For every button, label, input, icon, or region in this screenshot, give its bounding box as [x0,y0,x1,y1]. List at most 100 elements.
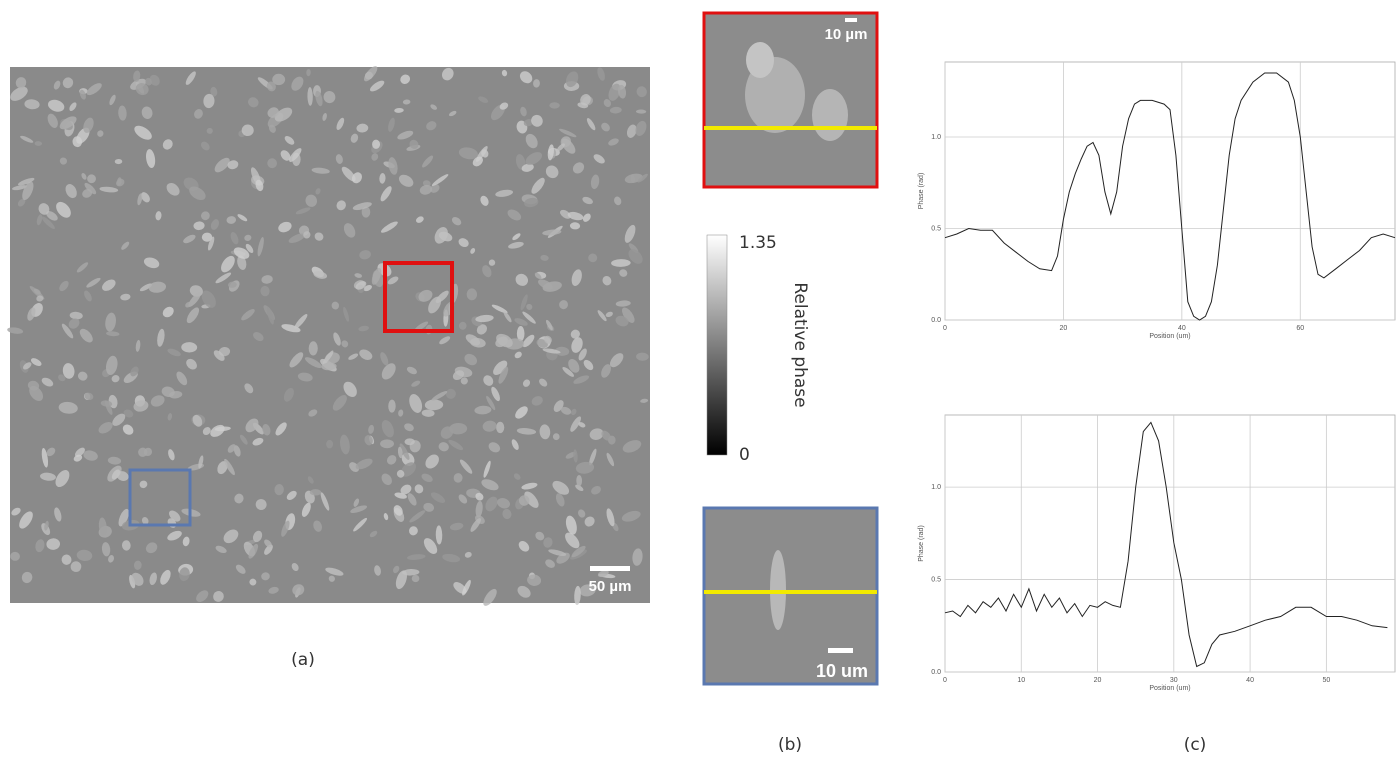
cell [162,139,173,150]
cell [46,447,56,457]
cell [503,311,512,323]
cell [524,491,539,508]
cell [139,283,153,292]
cell [517,585,531,598]
cell [520,294,528,311]
cell [523,118,534,127]
cell [478,96,489,103]
cell [597,570,609,578]
cell [628,249,643,264]
cell [601,364,611,378]
cell [544,335,552,344]
cell [292,584,305,596]
cell [524,197,539,208]
panel-label: (a) [291,650,315,670]
cell [266,306,274,325]
cell [130,366,139,377]
cell [339,434,350,455]
cell [554,346,570,356]
cell [424,399,444,411]
cell [217,461,228,475]
cell [571,337,583,353]
y-axis-label: Phase (rad) [918,525,925,562]
cell [46,211,58,221]
cell [431,391,448,401]
cell [356,123,369,133]
cell [245,243,254,253]
cell [303,231,311,239]
cell [481,479,499,491]
cell [449,422,468,435]
cell [458,147,478,160]
cell [255,179,264,192]
cell [192,414,203,427]
cell [40,472,56,481]
cell [41,377,54,387]
cell [531,177,545,194]
cell [214,157,230,173]
cell [590,174,600,190]
cell [499,102,509,110]
cell [577,102,589,109]
cell [561,138,576,154]
x-axis-label: Position (um) [1149,333,1190,340]
cell [543,537,553,548]
cell [578,422,586,428]
cell [533,79,540,88]
cell [139,480,148,489]
cell [423,538,438,554]
cell [336,200,346,211]
cell [381,221,398,233]
cell [415,216,424,223]
cell [464,353,478,366]
cell [227,281,237,288]
cell [431,174,449,187]
cell [552,433,560,441]
cell [606,508,615,527]
cell [575,461,595,474]
cell [570,416,581,432]
cell [10,551,20,561]
cell [602,275,612,286]
cell [575,484,584,492]
cell [460,377,468,385]
cell [201,232,213,242]
x-tick-label: 40 [1246,677,1254,684]
cell [99,186,119,193]
cell [81,173,87,180]
cell [268,124,276,133]
cell [133,560,142,570]
cell [515,406,528,419]
cell [522,311,536,324]
cell [286,490,297,501]
cell [294,314,308,329]
cell [635,109,647,114]
cell [514,318,528,326]
cell [214,426,231,432]
cell [430,492,446,504]
cell [72,136,83,148]
cell [388,117,395,132]
cell [118,105,127,121]
cell [522,379,531,387]
cell [70,561,82,573]
cell [21,571,33,584]
cell [636,86,647,98]
cell [516,427,537,435]
cell [482,265,492,278]
cell [331,301,340,310]
cell [47,113,58,128]
cell [458,238,469,248]
cell [313,271,328,279]
x-tick-label: 0 [943,677,947,684]
cell [44,520,49,531]
cell [239,434,248,445]
colorbar-title: Relative phase [790,282,810,407]
cell [426,121,437,131]
cell [379,173,386,184]
cell [586,118,596,131]
cell [605,311,613,318]
cell [617,84,627,99]
cell [459,459,473,474]
cell [622,307,635,323]
